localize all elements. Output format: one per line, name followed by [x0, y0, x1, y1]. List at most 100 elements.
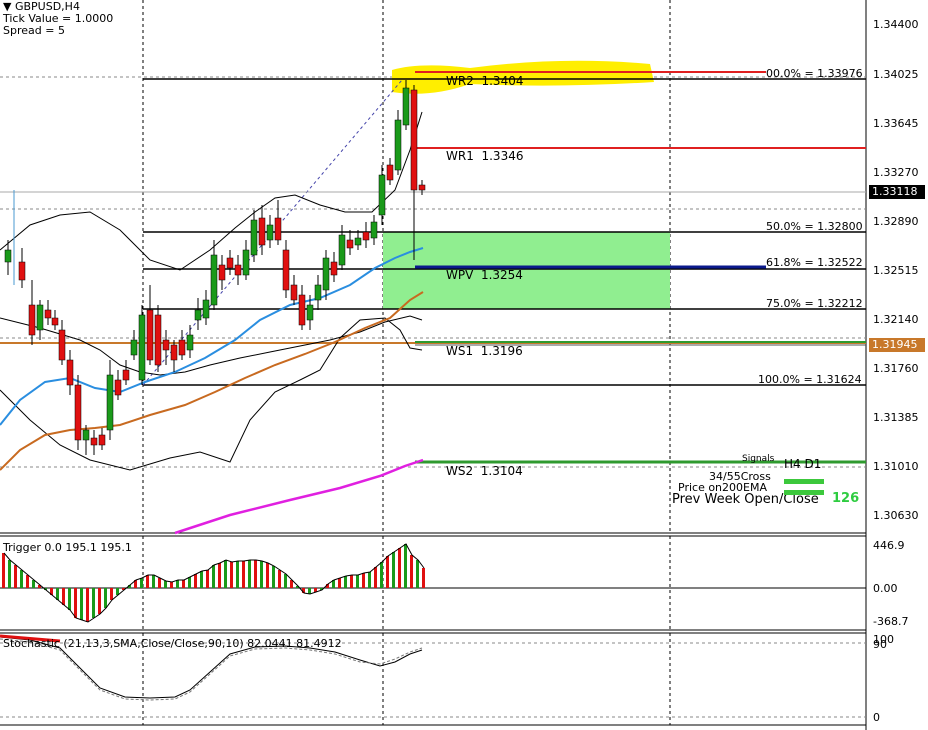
trigger-histogram-bar [182, 580, 185, 588]
candle-body [138, 314, 146, 381]
candle-body [234, 264, 242, 276]
price-tick: 1.31010 [873, 460, 919, 473]
candle-body [210, 254, 218, 306]
collapse-triangle-icon[interactable]: ▼ [3, 0, 12, 13]
trigger-axis-bottom: -368.7 [873, 615, 909, 628]
signal-cross-indicator [784, 479, 824, 484]
ema-blue-line [0, 247, 424, 426]
stoch-axis-top: 100 [873, 633, 894, 646]
candle-body [146, 309, 154, 361]
candle-body [114, 379, 122, 396]
trigger-histogram-bar [26, 575, 29, 588]
trigger-histogram-bar [314, 588, 317, 592]
trigger-histogram-bar [422, 568, 425, 588]
trigger-histogram-bar [326, 584, 329, 588]
trigger-histogram-bar [332, 580, 335, 588]
trigger-histogram-bar [224, 560, 227, 588]
candle-body [106, 374, 114, 431]
candle-body [386, 164, 394, 181]
candle-body [66, 359, 74, 386]
trigger-histogram-bar [362, 573, 365, 588]
trigger-histogram-bar [248, 560, 251, 588]
trigger-histogram-bar [62, 588, 65, 605]
signal-ema-label: Price on200EMA [678, 481, 767, 494]
price-tick: 1.31385 [873, 411, 919, 424]
trigger-histogram-bar [194, 574, 197, 588]
fib-50-label: 50.0% = 1.32800 [766, 220, 863, 233]
fib-75-label: 75.0% = 1.32212 [766, 297, 863, 310]
candle-body [122, 369, 130, 381]
chart-symbol: GBPUSD,H4 [14, 0, 80, 13]
candle-body [186, 334, 194, 351]
trigger-histogram-bar [380, 562, 383, 588]
trigger-histogram-bar [374, 567, 377, 588]
trigger-histogram-bar [32, 580, 35, 588]
candle-body [266, 224, 274, 241]
price-tick: 1.34400 [873, 18, 919, 31]
candle-body [98, 434, 106, 446]
trigger-histogram-bar [152, 575, 155, 588]
candle-body [314, 284, 322, 301]
trigger-title: Trigger 0.0 195.1 195.1 [3, 541, 132, 554]
stochastic-main-line [0, 636, 423, 699]
trigger-histogram-bar [320, 588, 323, 590]
candle-body [402, 87, 410, 126]
price-tick: 1.32140 [873, 313, 919, 326]
price-tick: 1.34025 [873, 68, 919, 81]
trigger-histogram-bar [302, 588, 305, 593]
trigger-histogram-bar [116, 588, 119, 595]
candle-body [90, 437, 98, 446]
trigger-histogram-bar [230, 562, 233, 588]
trigger-histogram-bar [86, 588, 89, 622]
trigger-histogram-bar [170, 582, 173, 588]
trigger-histogram-bar [356, 575, 359, 588]
trigger-histogram-bar [290, 580, 293, 588]
candle-body [51, 317, 59, 326]
ema-200-line [174, 458, 424, 535]
candle-body [162, 339, 170, 351]
price-tick: 1.31760 [873, 362, 919, 375]
bollinger-upper [0, 111, 423, 271]
candle-body [290, 284, 298, 301]
stoch-axis-bottom: 0 [873, 711, 880, 724]
candle-body [338, 234, 346, 266]
candle-body [4, 249, 12, 263]
price-tick: 1.32890 [873, 215, 919, 228]
trigger-histogram-bar [218, 563, 221, 588]
tick-value-label: Tick Value = 1.0000 [3, 12, 114, 25]
trigger-outline [3, 543, 425, 623]
candle-body [378, 174, 386, 216]
trigger-histogram-bar [104, 588, 107, 608]
trigger-histogram-bar [56, 588, 59, 600]
candle-body [282, 249, 290, 291]
candle-body [28, 304, 36, 336]
stochastic-signal-line [0, 638, 423, 701]
candle-body [170, 344, 178, 361]
pivot-ws1-label: WS1 1.3196 [446, 344, 523, 358]
stochastic-overbought-marker [0, 634, 61, 643]
trigger-histogram-bar [128, 585, 131, 588]
fib-0-label: 00.0% = 1.33976 [766, 67, 863, 80]
candle-body [370, 221, 378, 239]
candle-body [202, 299, 210, 319]
candle-body [226, 257, 234, 269]
signals-timeframes: H4 D1 [784, 457, 822, 471]
trigger-histogram-bar [338, 578, 341, 588]
candle-body [250, 219, 258, 256]
candle-body [394, 119, 402, 171]
candle-body [194, 309, 202, 321]
candle-body [178, 339, 186, 356]
trigger-histogram-bar [80, 588, 83, 620]
candle-body [36, 304, 44, 331]
candle-body [58, 329, 66, 361]
candle-body [346, 239, 354, 249]
trigger-histogram-bar [140, 578, 143, 588]
trigger-histogram-bar [368, 572, 371, 588]
trigger-histogram-bar [164, 581, 167, 588]
support-zone [383, 232, 670, 309]
bollinger-mid [0, 315, 423, 376]
trigger-axis-top: 446.9 [873, 539, 905, 552]
trigger-histogram-bar [410, 555, 413, 588]
trigger-histogram-bar [260, 561, 263, 588]
